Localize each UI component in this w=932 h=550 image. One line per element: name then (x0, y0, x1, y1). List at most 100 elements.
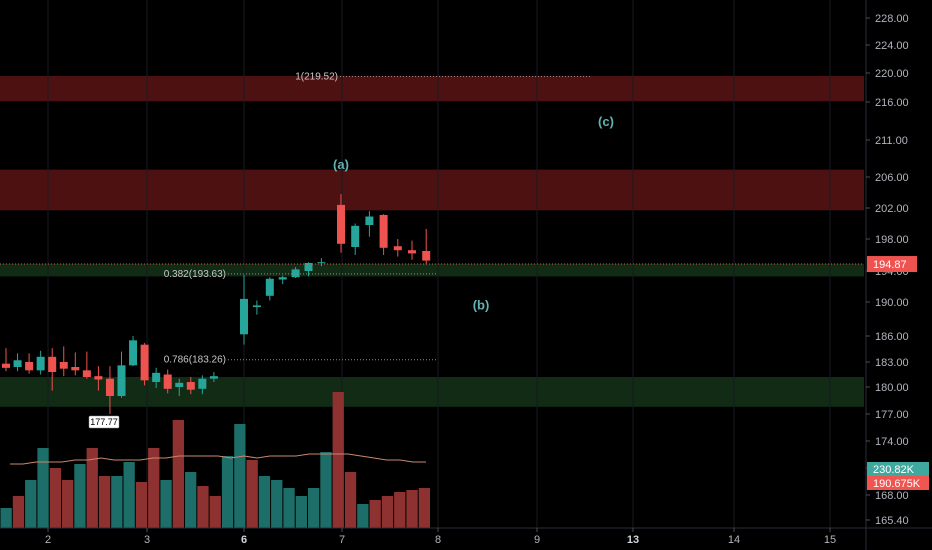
volume-bar (320, 452, 332, 528)
volume-bar (258, 476, 271, 528)
candle-body[interactable] (175, 382, 184, 387)
price-tick-label: 198.00 (875, 234, 909, 246)
volume-bar (12, 496, 25, 528)
volume-bar (148, 448, 160, 528)
candle-body[interactable] (140, 344, 149, 381)
volume-bar (221, 456, 234, 528)
volume-bar (111, 476, 123, 528)
time-tick-label: 15 (824, 534, 836, 546)
candle-body[interactable] (265, 278, 274, 296)
volume-bar (332, 392, 344, 528)
candle-body[interactable] (163, 374, 172, 389)
price-tick-label: 174.00 (875, 436, 909, 448)
candle-body[interactable] (317, 262, 326, 264)
candle-body[interactable] (186, 382, 195, 390)
volume-bar (74, 464, 86, 528)
candle-body[interactable] (337, 204, 345, 244)
candle-body[interactable] (105, 378, 114, 396)
price-tick-label: 228.00 (875, 13, 909, 25)
volume-bar (0, 508, 12, 528)
candle-body[interactable] (304, 263, 313, 271)
price-tick-label: 180.00 (875, 382, 909, 394)
time-tick-label: 2 (45, 534, 51, 546)
volume-bar (25, 480, 37, 528)
time-axis[interactable]: 2 3 6 7 8 9 13 14 15 (0, 527, 932, 546)
price-tick-label: 211.00 (875, 135, 908, 147)
volume-bar (123, 462, 135, 528)
axis-badges: 194.87 230.82K 190.675K (867, 256, 929, 490)
volume-layer (0, 392, 430, 528)
volume-bar (62, 480, 74, 528)
volume-bar (418, 488, 430, 528)
candle-body[interactable] (117, 365, 126, 396)
wave-label-layer: (a) (b) (c) 177.77 (88, 114, 614, 429)
candle-body[interactable] (2, 363, 10, 368)
candle-body[interactable] (82, 370, 91, 377)
fib-layer: 1(219.52) 0.382(193.63) 0.786(183.26) (0, 71, 864, 366)
price-tick-label: 216.00 (875, 97, 909, 109)
candle-body[interactable] (94, 376, 103, 380)
candle-body[interactable] (291, 269, 300, 278)
volume-bar (209, 496, 221, 528)
candle-body[interactable] (240, 298, 248, 335)
candle-body[interactable] (13, 360, 22, 367)
candle-body[interactable] (48, 356, 57, 372)
candle-body[interactable] (71, 367, 80, 371)
time-tick-label: 8 (435, 534, 441, 546)
volume-bar (135, 482, 148, 528)
time-tick-label: 9 (534, 534, 540, 546)
candle-body[interactable] (393, 246, 402, 251)
last-price-badge (867, 256, 917, 273)
candle-body[interactable] (209, 376, 218, 379)
candle-body[interactable] (59, 362, 68, 369)
candle-body[interactable] (351, 225, 360, 247)
time-tick-label: 3 (144, 534, 150, 546)
volume-bar (234, 424, 246, 528)
wave-label: (a) (333, 157, 349, 172)
volume-bar (344, 472, 357, 528)
last-price-badge-label: 194.87 (873, 259, 907, 271)
candle-body[interactable] (252, 305, 261, 308)
candle-body[interactable] (278, 277, 287, 280)
volume-bar (369, 500, 381, 528)
volume-ma-line (10, 453, 426, 465)
fib-label: 1(219.52) (295, 71, 338, 82)
volume-badge (867, 462, 929, 476)
price-tick-label: 220.00 (875, 68, 909, 80)
low-price-label: 177.77 (90, 417, 118, 427)
low-price-box (88, 415, 120, 429)
time-tick-label: 7 (339, 534, 345, 546)
volume-bar (406, 490, 418, 528)
support-zone (0, 377, 864, 407)
candle-body[interactable] (129, 340, 138, 366)
candle-body[interactable] (152, 372, 161, 382)
volume-bar (308, 488, 320, 528)
volume-bar (185, 472, 197, 528)
volume-badge (867, 476, 929, 490)
volume-bar (172, 420, 184, 528)
candle-body[interactable] (408, 250, 416, 254)
zone-layer (0, 75, 864, 407)
fib-label: 0.786(183.26) (164, 355, 226, 366)
time-tick-label: 13 (627, 534, 639, 546)
candle-body[interactable] (25, 362, 34, 371)
candle-body[interactable] (36, 356, 45, 371)
candle-body[interactable] (422, 251, 431, 261)
support-zone (0, 263, 864, 277)
price-tick-label: 224.00 (875, 40, 909, 52)
resistance-zone (0, 169, 864, 211)
candle-body[interactable] (365, 216, 374, 226)
price-tick-label: 206.00 (875, 172, 909, 184)
candle-layer[interactable] (2, 194, 431, 414)
volume-bar (381, 496, 394, 528)
price-tick-label: 186.00 (875, 331, 909, 343)
price-tick-label: 190.00 (875, 297, 909, 309)
wave-label: (b) (473, 297, 490, 312)
volume-bar (271, 480, 283, 528)
volume-bar (49, 468, 61, 528)
resistance-zone (0, 75, 864, 102)
candle-body[interactable] (379, 214, 388, 248)
wave-label: (c) (598, 114, 614, 129)
candle-body[interactable] (198, 378, 207, 389)
